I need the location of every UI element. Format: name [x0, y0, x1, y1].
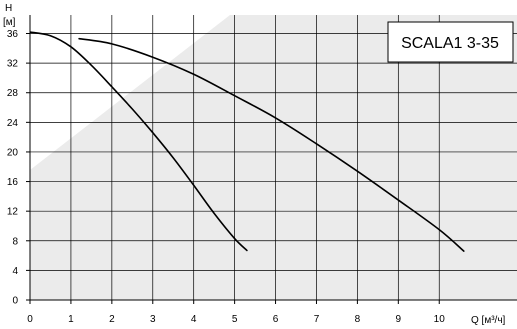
y-tick-label: 32: [7, 59, 19, 70]
y-tick-label: 0: [12, 296, 18, 307]
y-tick-label: 24: [7, 118, 19, 129]
y-tick-label: 20: [7, 147, 19, 158]
x-tick-label: 5: [232, 314, 238, 325]
x-tick-label: 0: [27, 314, 33, 325]
x-tick-label: 1: [68, 314, 74, 325]
series-line-2: [78, 37, 465, 252]
title-box-frame: [387, 21, 514, 63]
x-tick-label: 6: [273, 314, 279, 325]
x-tick-label: 9: [396, 314, 402, 325]
y-tick-label: 12: [7, 207, 19, 218]
x-tick-label: 3: [150, 314, 156, 325]
y-tick-label: 16: [7, 177, 19, 188]
x-tick-label: 2: [109, 314, 115, 325]
title-box: SCALA1 3-35: [387, 21, 514, 63]
series-layer: [30, 31, 465, 252]
x-tick-label: 4: [191, 314, 197, 325]
y-tick-label: 4: [12, 266, 18, 277]
x-tick-label: 7: [314, 314, 320, 325]
x-tick-label: 10: [434, 314, 446, 325]
x-axis-label: Q [м³/ч]: [471, 315, 506, 326]
y-tick-label: 8: [12, 236, 18, 247]
x-tick-label: 8: [355, 314, 361, 325]
y-tick-label: 36: [7, 29, 19, 40]
y-axis-unit-label: [м]: [3, 17, 16, 28]
chart-title: SCALA1 3-35: [401, 35, 499, 52]
plot-background-shade: [30, 15, 517, 300]
y-tick-label: 28: [7, 88, 19, 99]
y-axis-label: H: [5, 3, 12, 14]
series-line-1: [30, 31, 248, 252]
